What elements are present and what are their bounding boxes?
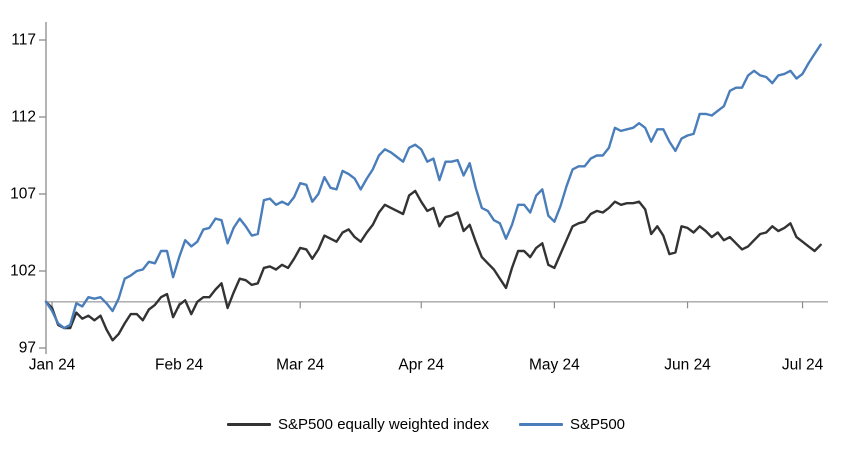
series-line-equal-weight bbox=[44, 189, 822, 342]
x-axis-label: Jul 24 bbox=[782, 356, 824, 373]
legend-item-equal-weight: S&P500 equally weighted index bbox=[226, 415, 489, 433]
y-axis-label: 117 bbox=[11, 32, 36, 49]
legend: S&P500 equally weighted index S&P500 bbox=[0, 407, 852, 441]
x-axis-label: Apr 24 bbox=[398, 356, 444, 373]
legend-line-sample-sp500 bbox=[518, 422, 563, 426]
x-axis-label: May 24 bbox=[529, 356, 580, 373]
y-axis-label: 97 bbox=[19, 340, 36, 357]
legend-label-sp500: S&P500 bbox=[569, 415, 626, 433]
x-axis-label: Jun 24 bbox=[664, 356, 711, 373]
line-chart: Jan 24 Feb 24 Mar 24 Apr 24 May 24 Jun 24 Jul … bbox=[10, 22, 828, 373]
x-axis-label: Jan 24 bbox=[29, 356, 76, 373]
series-line-sp500 bbox=[44, 43, 822, 330]
y-axis-label: 102 bbox=[10, 263, 36, 280]
legend-label-equal-weight: S&P500 equally weighted index bbox=[277, 415, 489, 433]
y-axis-label: 112 bbox=[11, 109, 36, 126]
y-axis-label: 107 bbox=[10, 186, 36, 203]
legend-line-sample-equal-weight bbox=[226, 422, 271, 426]
x-axis-label: Mar 24 bbox=[276, 356, 325, 373]
x-axis-label: Feb 24 bbox=[155, 356, 204, 373]
legend-item-sp500: S&P500 bbox=[518, 415, 626, 433]
